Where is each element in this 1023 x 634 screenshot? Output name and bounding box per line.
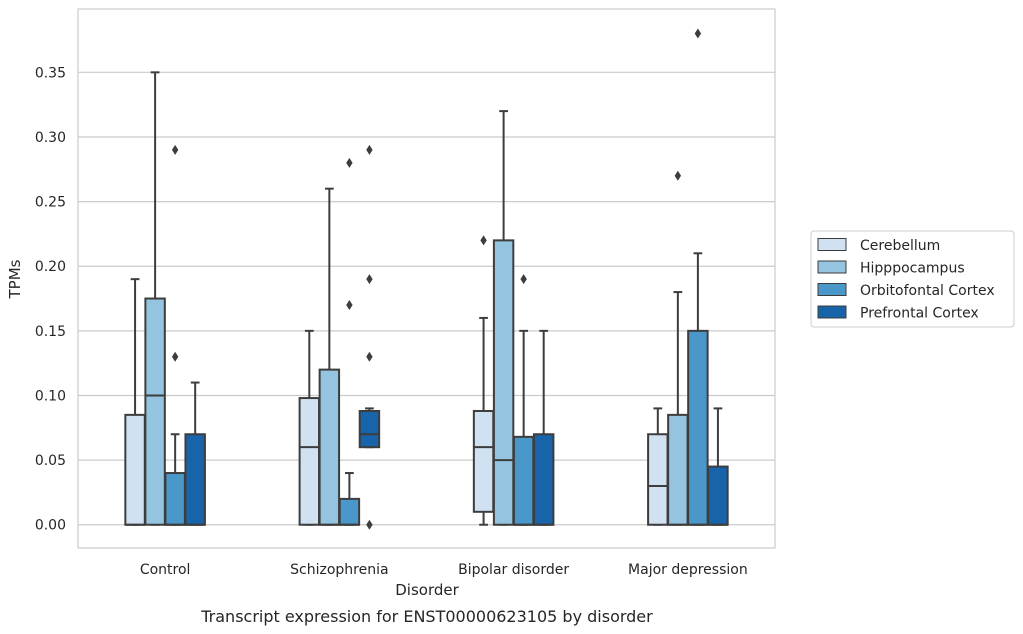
legend-label: Cerebellum [860,238,940,254]
x-tick-label: Bipolar disorder [458,562,569,578]
outlier-point [171,351,179,362]
box [667,413,689,526]
box-group [298,329,321,526]
y-axis-ticks: 0.00 0.05 0.10 0.15 0.20 0.25 0.30 0.35 [35,65,66,533]
outlier-point [366,519,373,530]
box-group [144,71,166,526]
box [298,397,321,526]
box [512,435,535,526]
outlier-point [366,274,373,285]
outlier-point [694,28,702,39]
x-axis-label: Disorder [395,581,459,599]
box-group [647,407,669,526]
box [647,433,669,526]
box-plot-marks [124,28,729,530]
box-group [492,110,515,526]
box [472,409,495,513]
box-group [707,407,729,526]
outlier-point [480,235,487,246]
x-tick-label: Control [140,562,191,578]
box [164,472,186,526]
box-group [667,170,689,526]
box-group [472,235,495,526]
box [184,433,206,526]
box [144,297,166,526]
box-group [358,144,381,530]
box-group [318,187,341,526]
box [687,329,709,526]
y-tick-label: 0.10 [35,388,66,404]
box-group [124,278,146,526]
x-axis-ticks: Control Schizophrenia Bipolar disorder Majo… [140,562,748,578]
outlier-point [171,144,179,155]
legend-swatch [817,305,847,319]
y-tick-label: 0.25 [35,195,66,211]
box-group [164,144,186,526]
legend-swatch [817,283,847,296]
box-group [687,28,709,526]
outlier-point [366,351,373,362]
box [338,497,361,526]
y-tick-label: 0.35 [35,65,66,81]
y-tick-label: 0.00 [35,518,66,534]
y-axis-label: TPMs [6,259,24,299]
outlier-point [366,144,373,155]
box-group [184,381,206,526]
figure-caption: Transcript expression for ENST0000062310… [200,607,653,626]
box [124,413,146,526]
box-group [512,274,535,526]
outlier-point [520,274,527,285]
legend: Cerebellum Hipppocampus Orbitofontal Corte… [810,230,1015,328]
box-group [338,157,361,526]
legend-swatch [817,260,847,274]
legend-frame [810,230,1015,328]
legend-label: Orbitofontal Cortex [860,283,995,299]
y-tick-label: 0.30 [35,130,66,146]
box [532,433,555,526]
box [492,239,515,526]
box [318,368,341,526]
y-tick-label: 0.05 [35,453,66,469]
box-group [532,329,555,526]
outlier-point [346,299,353,310]
outlier-point [674,170,682,181]
y-tick-label: 0.20 [35,259,66,275]
outlier-point [346,157,353,168]
legend-label: Hipppocampus [860,261,965,277]
box [358,409,381,449]
legend-label: Prefrontal Cortex [860,306,979,322]
plot-frame [77,8,776,549]
x-tick-label: Major depression [628,562,748,578]
box [707,465,729,526]
y-tick-label: 0.15 [35,324,66,340]
x-tick-label: Schizophrenia [290,562,388,578]
legend-swatch [817,238,847,251]
